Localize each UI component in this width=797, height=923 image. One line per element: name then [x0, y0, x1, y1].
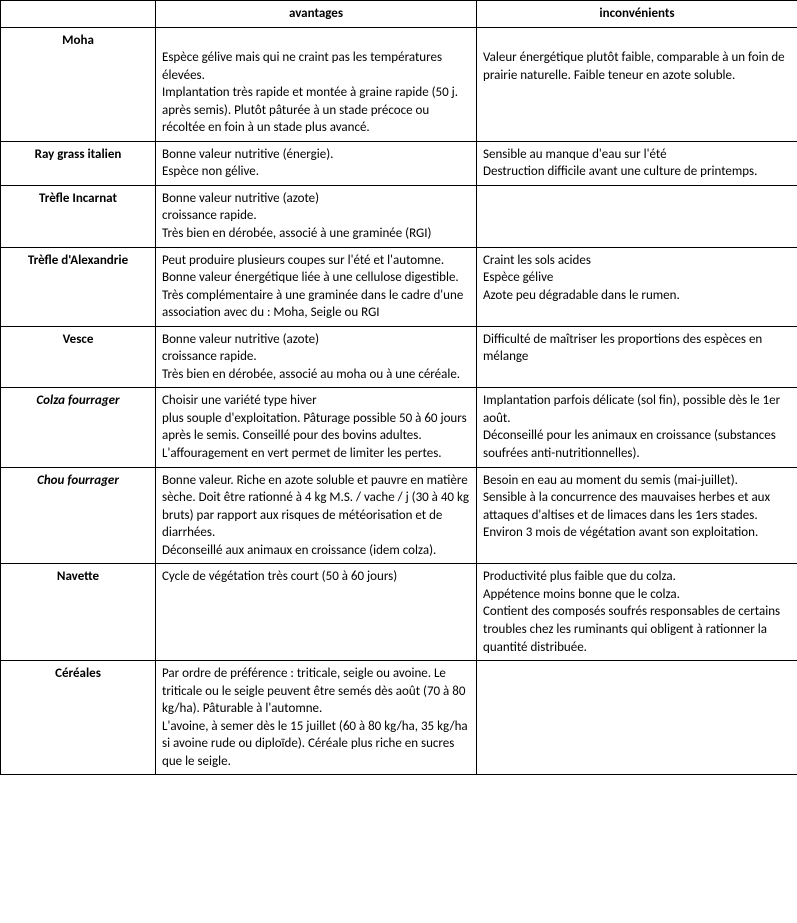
row-name: Vesce	[1, 326, 156, 388]
row-drawbacks	[477, 661, 797, 775]
row-drawbacks: Productivité plus faible que du colza.Ap…	[477, 564, 797, 661]
row-drawbacks: Sensible au manque d'eau sur l'étéDestru…	[477, 141, 797, 185]
row-drawbacks: Valeur énergétique plutôt faible, compar…	[477, 27, 797, 141]
table-row: Ray grass italienBonne valeur nutritive …	[1, 141, 797, 185]
header-name	[1, 1, 156, 28]
table-row: Trèfle IncarnatBonne valeur nutritive (a…	[1, 185, 797, 247]
table-row: VesceBonne valeur nutritive (azote)crois…	[1, 326, 797, 388]
row-advantages: Bonne valeur. Riche en azote soluble et …	[156, 467, 477, 564]
row-name: Moha	[1, 27, 156, 141]
header-advantages: avantages	[156, 1, 477, 28]
row-name: Chou fourrager	[1, 467, 156, 564]
row-advantages: Peut produire plusieurs coupes sur l'été…	[156, 247, 477, 326]
table-row: Colza fourragerChoisir une variété type …	[1, 388, 797, 467]
table-row: NavetteCycle de végétation très court (5…	[1, 564, 797, 661]
row-drawbacks: Craint les sols acidesEspèce géliveAzote…	[477, 247, 797, 326]
row-name: Trèfle d'Alexandrie	[1, 247, 156, 326]
table-row: Trèfle d'AlexandriePeut produire plusieu…	[1, 247, 797, 326]
header-drawbacks: inconvénients	[477, 1, 797, 28]
row-name: Colza fourrager	[1, 388, 156, 467]
row-advantages: Bonne valeur nutritive (azote)croissance…	[156, 185, 477, 247]
row-name: Céréales	[1, 661, 156, 775]
table-row: CéréalesPar ordre de préférence : tritic…	[1, 661, 797, 775]
row-drawbacks: Besoin en eau au moment du semis (mai-ju…	[477, 467, 797, 564]
row-drawbacks	[477, 185, 797, 247]
table-row: Moha Espèce gélive mais qui ne craint pa…	[1, 27, 797, 141]
row-advantages: Par ordre de préférence : triticale, sei…	[156, 661, 477, 775]
forage-table: avantages inconvénients Moha Espèce géli…	[0, 0, 797, 775]
row-advantages: Cycle de végétation très court (50 à 60 …	[156, 564, 477, 661]
row-name: Ray grass italien	[1, 141, 156, 185]
row-advantages: Bonne valeur nutritive (énergie).Espèce …	[156, 141, 477, 185]
row-drawbacks: Difficulté de maîtriser les proportions …	[477, 326, 797, 388]
header-row: avantages inconvénients	[1, 1, 797, 28]
row-drawbacks: Implantation parfois délicate (sol fin),…	[477, 388, 797, 467]
row-advantages: Bonne valeur nutritive (azote)croissance…	[156, 326, 477, 388]
table-row: Chou fourragerBonne valeur. Riche en azo…	[1, 467, 797, 564]
row-advantages: Espèce gélive mais qui ne craint pas les…	[156, 27, 477, 141]
row-name: Trèfle Incarnat	[1, 185, 156, 247]
row-name: Navette	[1, 564, 156, 661]
row-advantages: Choisir une variété type hiverplus soupl…	[156, 388, 477, 467]
